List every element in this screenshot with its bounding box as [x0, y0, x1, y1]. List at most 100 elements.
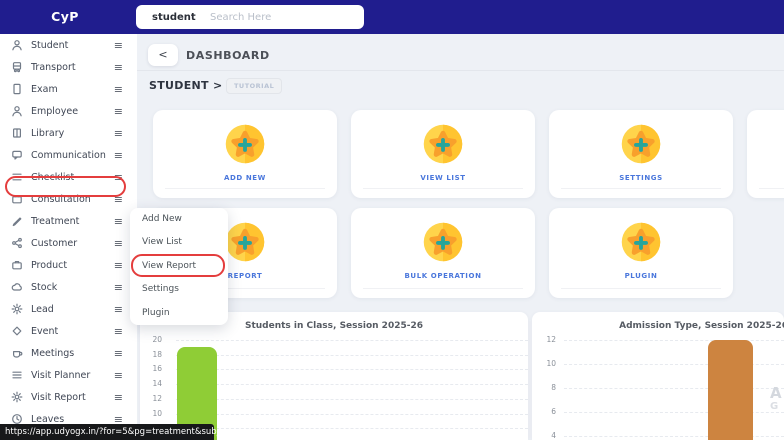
- search-input[interactable]: Search Here: [210, 11, 272, 23]
- sidebar-item-customer[interactable]: Customer ≡: [0, 232, 137, 254]
- card-bulk-operation[interactable]: BULK OPERATION: [351, 208, 535, 298]
- y-axis-tick-label: 6: [551, 407, 556, 416]
- sidebar-item-visit-report[interactable]: Visit Report ≡: [0, 386, 137, 408]
- menu-item-add-new[interactable]: Add New: [142, 214, 182, 224]
- drag-handle-icon[interactable]: ≡: [113, 192, 123, 206]
- treatment-context-menu: Add New View List View Report Settings Plugi…: [130, 208, 228, 325]
- drag-handle-icon[interactable]: ≡: [113, 346, 123, 360]
- briefcase-icon: [11, 259, 24, 272]
- sidebar-item-visit-planner[interactable]: Visit Planner ≡: [0, 364, 137, 386]
- drag-handle-icon[interactable]: ≡: [113, 214, 123, 228]
- gridline: [176, 369, 528, 371]
- y-axis-tick-label: 10: [152, 408, 162, 418]
- card-partial[interactable]: [747, 110, 784, 198]
- sidebar-item-label: Student: [31, 39, 69, 51]
- bus-icon: [11, 61, 24, 74]
- menu-item-settings[interactable]: Settings: [142, 284, 179, 295]
- drag-handle-icon[interactable]: ≡: [113, 60, 123, 74]
- sidebar-item-label: Event: [31, 325, 59, 337]
- sidebar-item-exam[interactable]: Exam ≡: [0, 78, 137, 100]
- page-title: DASHBOARD: [186, 49, 270, 62]
- drag-handle-icon[interactable]: ≡: [113, 148, 123, 162]
- sidebar-item-employee[interactable]: Employee ≡: [0, 100, 137, 122]
- clipped-text-fragment: A: [770, 384, 782, 402]
- y-axis-tick-label: 12: [152, 393, 162, 403]
- menu-item-view-report[interactable]: View Report: [142, 260, 197, 271]
- star-plus-icon: [223, 122, 267, 166]
- drag-handle-icon[interactable]: ≡: [113, 82, 123, 96]
- y-axis-tick-label: 12: [546, 335, 556, 344]
- sidebar-item-stock[interactable]: Stock ≡: [0, 276, 137, 298]
- sidebar-item-label: Customer: [31, 237, 78, 249]
- sidebar-item-student[interactable]: Student ≡: [0, 34, 137, 56]
- star-plus-icon: [619, 122, 663, 166]
- cloud-icon: [11, 281, 24, 294]
- drag-handle-icon[interactable]: ≡: [113, 390, 123, 404]
- card-divider: [165, 288, 325, 289]
- sidebar-item-event[interactable]: Event ≡: [0, 320, 137, 342]
- card-add-new[interactable]: ADD NEW: [153, 110, 337, 198]
- top-bar: CyP student Search Here: [0, 0, 784, 34]
- sidebar-item-transport[interactable]: Transport ≡: [0, 56, 137, 78]
- star-plus-icon: [619, 220, 663, 264]
- drag-handle-icon[interactable]: ≡: [113, 412, 123, 426]
- drag-handle-icon[interactable]: ≡: [113, 324, 123, 338]
- drag-handle-icon[interactable]: ≡: [113, 104, 123, 118]
- star-plus-icon: [421, 122, 465, 166]
- sidebar-item-product[interactable]: Product ≡: [0, 254, 137, 276]
- drag-handle-icon[interactable]: ≡: [113, 126, 123, 140]
- menu-item-view-list[interactable]: View List: [142, 237, 182, 248]
- drag-handle-icon[interactable]: ≡: [113, 170, 123, 184]
- drag-handle-icon[interactable]: ≡: [113, 302, 123, 316]
- cup-icon: [11, 347, 24, 360]
- card-divider: [363, 288, 523, 289]
- y-axis-tick-label: 4: [551, 431, 556, 440]
- search-scope-tab[interactable]: student: [152, 11, 196, 23]
- drag-handle-icon[interactable]: ≡: [113, 368, 123, 382]
- menu-item-plugin[interactable]: Plugin: [142, 307, 170, 318]
- list-icon: [11, 369, 24, 382]
- card-label: PLUGIN: [624, 272, 658, 280]
- sidebar-item-label: Checklist: [31, 171, 75, 183]
- back-button[interactable]: <: [148, 44, 178, 66]
- card-settings[interactable]: SETTINGS: [549, 110, 733, 198]
- sidebar-item-communication[interactable]: Communication ≡: [0, 144, 137, 166]
- sidebar-item-checklist[interactable]: Checklist ≡: [0, 166, 137, 188]
- drag-handle-icon[interactable]: ≡: [113, 280, 123, 294]
- card-label: REPORT: [227, 272, 263, 280]
- tutorial-badge[interactable]: TUTORIAL: [226, 78, 283, 94]
- gridline: [176, 354, 528, 356]
- person-icon: [11, 105, 24, 118]
- drag-handle-icon[interactable]: ≡: [113, 38, 123, 52]
- diamond-icon: [11, 325, 24, 338]
- gridline: [564, 340, 784, 341]
- drag-handle-icon[interactable]: ≡: [113, 258, 123, 272]
- book-icon: [11, 127, 24, 140]
- sidebar-item-lead[interactable]: Lead ≡: [0, 298, 137, 320]
- chart-title: Students in Class, Session 2025-26: [244, 321, 423, 331]
- sidebar-item-treatment[interactable]: Treatment ≡: [0, 210, 137, 232]
- drag-handle-icon[interactable]: ≡: [113, 236, 123, 250]
- list-icon: [11, 171, 24, 184]
- gridline: [176, 428, 528, 430]
- card-plugin[interactable]: PLUGIN: [549, 208, 733, 298]
- sidebar-item-consultation[interactable]: Consultation ≡: [0, 188, 137, 210]
- global-search[interactable]: student Search Here: [136, 5, 364, 29]
- clipped-text-fragment: G: [770, 401, 779, 412]
- star-plus-icon: [223, 220, 267, 264]
- gridline: [564, 436, 784, 437]
- sidebar-item-label: Exam: [31, 83, 58, 95]
- pencil-icon: [11, 215, 24, 228]
- sidebar-item-library[interactable]: Library ≡: [0, 122, 137, 144]
- sidebar-item-label: Lead: [31, 303, 54, 315]
- sidebar-item-meetings[interactable]: Meetings ≡: [0, 342, 137, 364]
- gridline: [564, 364, 784, 365]
- card-divider: [363, 188, 523, 189]
- card-divider: [561, 288, 721, 289]
- y-axis-tick-label: 20: [152, 335, 162, 344]
- card-view-list[interactable]: VIEW LIST: [351, 110, 535, 198]
- sidebar-item-leaves[interactable]: Leaves ≡: [0, 408, 137, 430]
- card-divider: [561, 188, 721, 189]
- sun-icon: [11, 303, 24, 316]
